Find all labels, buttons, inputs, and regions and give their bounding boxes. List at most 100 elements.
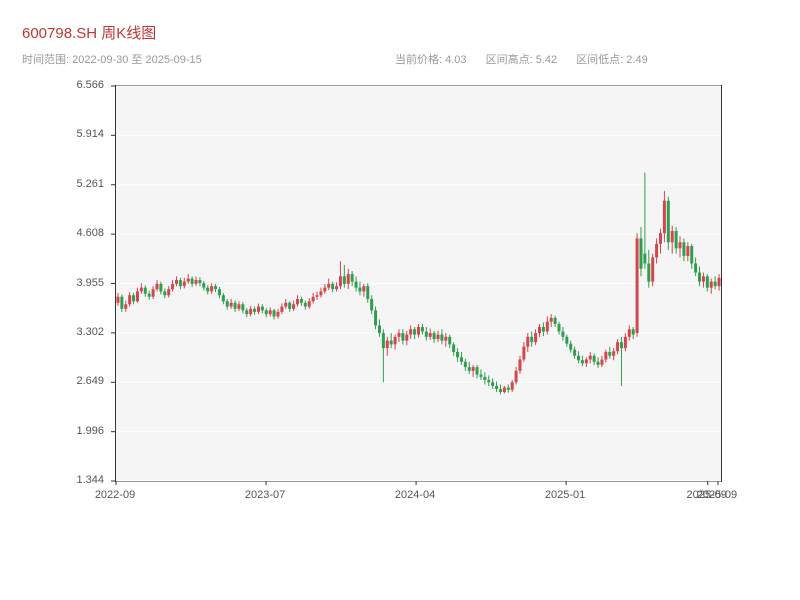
candle-body (377, 325, 381, 334)
x-tick-label: 2025-09 (696, 489, 738, 501)
candle-body (475, 367, 479, 375)
candle-body (604, 351, 608, 360)
candle-body (600, 359, 604, 365)
candle-body (315, 295, 319, 297)
candle-body (705, 276, 709, 288)
candle-body (409, 329, 413, 335)
page-title: 600798.SH 周K线图 (22, 25, 157, 42)
candle-body (584, 359, 588, 364)
date-range-label: 时间范围: 2022-09-30 至 2025-09-15 (22, 54, 202, 66)
candle-body (229, 302, 233, 307)
candle-body (354, 281, 358, 288)
candle-body (643, 253, 647, 264)
candle-body (487, 379, 491, 383)
candle-body (401, 333, 405, 341)
candle-body (452, 344, 456, 352)
candle-body (221, 295, 225, 302)
candle-body (214, 286, 218, 290)
candle-body (413, 329, 417, 335)
candle-body (428, 333, 432, 337)
candle-body (440, 334, 444, 341)
candle-body (448, 336, 452, 345)
candle-body (588, 355, 592, 360)
y-tick-label: 3.955 (76, 276, 104, 289)
candle-body (463, 361, 467, 368)
y-tick-label: 5.261 (76, 177, 104, 190)
candle-body (541, 326, 545, 332)
candle-body (280, 306, 284, 312)
candle-body (659, 233, 662, 244)
y-tick-label: 5.914 (76, 128, 104, 141)
candle-body (190, 278, 194, 284)
candle-body (264, 310, 268, 315)
candle-body (167, 289, 171, 296)
candle-body (655, 243, 659, 258)
candle-body (237, 304, 241, 309)
candle-body (225, 301, 229, 307)
y-tick-label: 1.996 (76, 424, 104, 437)
candle-body (124, 304, 128, 309)
candle-body (385, 340, 389, 349)
candle-body (171, 283, 175, 290)
candle-body (147, 293, 151, 297)
candle-body (592, 355, 596, 362)
candle-body (381, 333, 385, 349)
x-tick-label: 2022-09 (94, 489, 136, 501)
candle-body (241, 304, 245, 311)
candle-body (284, 302, 288, 307)
candle-body (635, 238, 639, 334)
candle-body (405, 334, 409, 341)
candle-body (580, 360, 584, 364)
candle-body (420, 326, 424, 332)
candle-body (245, 310, 249, 315)
candle-body (495, 385, 499, 390)
candle-body (596, 361, 600, 365)
candle-body (296, 299, 299, 305)
candle-body (178, 280, 182, 287)
candle-body (674, 230, 678, 249)
candle-body (397, 333, 401, 337)
candle-body (569, 343, 573, 350)
candle-body (362, 286, 366, 292)
candle-body (233, 302, 237, 309)
candle-body (616, 342, 620, 352)
current-price-label: 当前价格: 4.03 (395, 54, 467, 66)
candle-body (175, 280, 178, 284)
candle-body (206, 287, 210, 292)
candlestick-plot (111, 85, 722, 485)
y-tick-label: 1.344 (76, 474, 104, 486)
candle-body (256, 306, 260, 312)
candle-body (502, 387, 506, 393)
candle-body (694, 263, 698, 273)
candle-body (370, 299, 374, 311)
y-tick-label: 6.566 (76, 79, 104, 91)
candle-body (338, 276, 342, 287)
candle-body (202, 283, 206, 288)
candle-body (311, 296, 315, 302)
candle-body (303, 302, 307, 307)
candle-body (479, 374, 483, 377)
candle-body (346, 274, 350, 284)
candle-body (456, 351, 460, 358)
candle-body (545, 321, 549, 332)
candle-body (526, 336, 530, 347)
candle-body (272, 310, 276, 317)
candle-body (506, 387, 510, 390)
candlestick-canvas (111, 85, 721, 485)
candle-body (510, 382, 514, 390)
candle-body (299, 299, 303, 303)
candle-body (647, 263, 651, 282)
x-tick-label: 2025-09 (686, 489, 727, 501)
candle-body (491, 382, 495, 386)
y-tick-label: 2.649 (76, 375, 104, 388)
candle-body (432, 333, 436, 340)
candle-body (374, 310, 378, 326)
candle-body (518, 359, 522, 371)
candle-body (666, 200, 670, 243)
candle-body (471, 367, 475, 371)
candle-body (639, 238, 643, 269)
candle-body (139, 287, 143, 292)
candle-body (260, 306, 264, 311)
candle-body (561, 331, 565, 337)
candle-body (358, 287, 362, 292)
